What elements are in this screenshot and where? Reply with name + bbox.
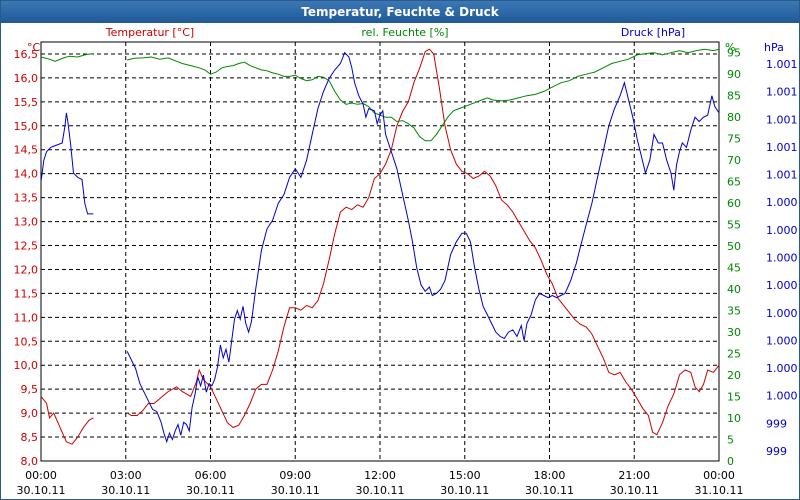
humidity-tick-label: 45: [727, 262, 741, 275]
pressure-unit-label: hPa: [764, 41, 784, 54]
temperature-tick-label: 14,0: [14, 168, 39, 181]
humidity-tick-label: 95: [727, 47, 741, 60]
temperature-series-line: [40, 396, 94, 445]
x-tick-date: 30.10.11: [440, 484, 489, 497]
temperature-tick-label: 8,0: [21, 455, 39, 468]
humidity-tick-label: 10: [727, 412, 741, 425]
humidity-tick-label: 70: [727, 154, 741, 167]
x-tick-time: 06:00: [195, 469, 227, 482]
temperature-tick-label: 10,5: [14, 335, 39, 348]
temperature-tick-label: 16,0: [14, 72, 39, 85]
humidity-tick-label: 75: [727, 133, 741, 146]
x-tick-time: 00:00: [25, 469, 57, 482]
x-tick-time: 00:00: [703, 469, 735, 482]
temperature-tick-label: 12,5: [14, 240, 39, 253]
humidity-series-line: [127, 48, 720, 142]
pressure-tick-label: 999: [766, 417, 787, 430]
humidity-tick-label: 15: [727, 391, 741, 404]
x-tick-date: 31.10.11: [695, 484, 744, 497]
temperature-tick-label: 11,0: [14, 311, 39, 324]
humidity-tick-label: 0: [727, 455, 734, 468]
x-tick-date: 30.10.11: [271, 484, 320, 497]
temperature-tick-label: 15,0: [14, 120, 39, 133]
plot-frame: [40, 41, 720, 462]
x-tick-time: 09:00: [279, 469, 311, 482]
pressure-tick-label: 1.000: [766, 224, 798, 237]
temperature-tick-label: 9,0: [21, 407, 39, 420]
humidity-tick-label: 40: [727, 283, 741, 296]
temperature-unit-label: °C: [27, 41, 41, 54]
pressure-tick-label: 1.000: [766, 334, 798, 347]
humidity-tick-label: 20: [727, 369, 741, 382]
x-tick-time: 21:00: [618, 469, 650, 482]
humidity-tick-label: 65: [727, 176, 741, 189]
temperature-tick-label: 16,5: [14, 48, 39, 61]
series-lines: [40, 48, 720, 445]
pressure-tick-label: 1.001: [766, 58, 798, 71]
grid-lines: [40, 41, 720, 462]
pressure-tick-label: 1.000: [766, 390, 798, 403]
temperature-axis-label: Temperatur [°C]: [105, 26, 194, 39]
x-tick-date: 30.10.11: [186, 484, 235, 497]
humidity-tick-label: 80: [727, 111, 741, 124]
x-tick-date: 30.10.11: [356, 484, 405, 497]
tick-labels: 8,0 8,5 9,0 9,5 10,0 10,5 11,0 11,5 12,0 12,5 13,0…: [14, 47, 798, 497]
temperature-tick-label: 14,5: [14, 144, 39, 157]
temperature-tick-label: 13,0: [14, 216, 39, 229]
temperature-tick-label: 9,5: [21, 383, 39, 396]
pressure-tick-label: 1.000: [766, 196, 798, 209]
humidity-tick-label: 85: [727, 90, 741, 103]
temperature-tick-label: 15,5: [14, 96, 39, 109]
pressure-tick-label: 1.001: [766, 113, 798, 126]
pressure-tick-label: 1.001: [766, 141, 798, 154]
pressure-tick-label: 1.000: [766, 252, 798, 265]
x-tick-date: 30.10.11: [101, 484, 150, 497]
humidity-tick-label: 5: [727, 434, 734, 447]
chart-title: Temperatur, Feuchte & Druck: [1, 1, 799, 23]
pressure-tick-label: 1.001: [766, 86, 798, 99]
temperature-tick-label: 13,5: [14, 192, 39, 205]
humidity-tick-label: 90: [727, 68, 741, 81]
humidity-tick-label: 60: [727, 197, 741, 210]
temperature-series-line: [126, 48, 720, 436]
pressure-series-line: [40, 112, 94, 215]
humidity-tick-label: 25: [727, 348, 741, 361]
x-tick-time: 12:00: [364, 469, 396, 482]
x-tick-date: 30.10.11: [17, 484, 66, 497]
humidity-tick-label: 30: [727, 326, 741, 339]
x-tick-date: 30.10.11: [525, 484, 574, 497]
temperature-tick-label: 11,5: [14, 287, 39, 300]
pressure-tick-label: 1.001: [766, 169, 798, 182]
humidity-series-line: [40, 53, 94, 62]
temperature-tick-label: 12,0: [14, 263, 39, 276]
humidity-tick-label: 55: [727, 219, 741, 232]
x-tick-time: 03:00: [110, 469, 142, 482]
humidity-axis-label: rel. Feuchte [%]: [361, 26, 448, 39]
pressure-series-line: [126, 51, 720, 444]
x-tick-time: 15:00: [449, 469, 481, 482]
pressure-tick-label: 1.000: [766, 362, 798, 375]
pressure-tick-label: 1.000: [766, 307, 798, 320]
humidity-unit-label: %: [725, 41, 735, 54]
pressure-axis-label: Druck [hPa]: [621, 26, 685, 39]
temperature-tick-label: 10,0: [14, 359, 39, 372]
humidity-tick-label: 50: [727, 240, 741, 253]
pressure-tick-label: 999: [766, 445, 787, 458]
x-tick-time: 18:00: [534, 469, 566, 482]
x-tick-date: 30.10.11: [610, 484, 659, 497]
pressure-tick-label: 1.000: [766, 279, 798, 292]
temperature-tick-label: 8,5: [21, 431, 39, 444]
humidity-tick-label: 35: [727, 305, 741, 318]
